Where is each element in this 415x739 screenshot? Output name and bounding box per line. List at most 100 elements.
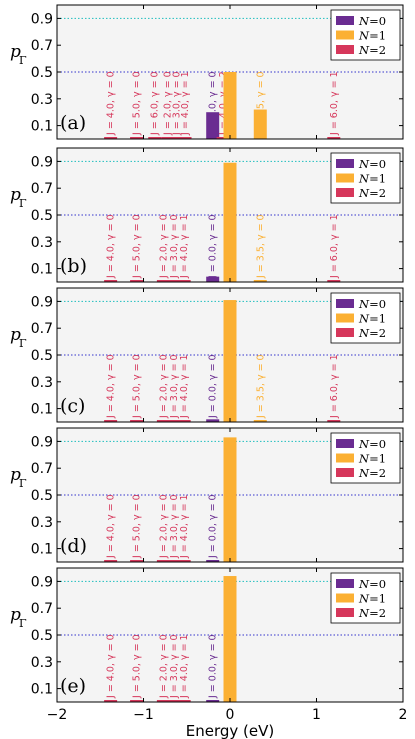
- y-tick-label: 0.7: [31, 38, 53, 54]
- y-tick-label: 0.9: [31, 574, 53, 590]
- bar: [206, 276, 220, 282]
- y-axis-label: p: [10, 185, 21, 205]
- bar: [177, 420, 191, 422]
- bar: [177, 560, 191, 562]
- bar: [130, 280, 144, 282]
- y-tick-label: 0.1: [31, 542, 53, 558]
- y-tick-label: 0.9: [31, 154, 53, 170]
- bar-label: J = 5.0, γ = 0: [132, 354, 143, 419]
- legend-entry: N=0: [358, 577, 386, 591]
- bar: [148, 137, 162, 139]
- bar: [104, 560, 118, 562]
- legend-swatch: [336, 16, 354, 25]
- bar-label: J = 6.0, γ = 1: [329, 354, 340, 419]
- y-tick-label: 0.3: [31, 375, 53, 391]
- bar: [167, 560, 181, 562]
- bar: [206, 419, 220, 422]
- bar: [253, 420, 267, 422]
- legend-swatch: [336, 30, 354, 40]
- y-tick-label: 0.9: [31, 434, 53, 450]
- y-axis-label-subscript: Γ: [19, 477, 27, 490]
- legend-swatch: [336, 453, 354, 463]
- panel-label: (a): [60, 112, 86, 134]
- bar: [156, 420, 170, 422]
- bar: [130, 137, 144, 139]
- bar-label: J = 3.0, γ = 0: [169, 214, 180, 279]
- bar-label: J = 4.0, γ = 0: [106, 71, 117, 136]
- bar-label: J = 2.5, γ = 0: [225, 494, 236, 559]
- bar-label: J = 0.0, γ = 0: [208, 71, 219, 136]
- y-tick-label: 0.5: [31, 208, 53, 224]
- legend-swatch: [336, 299, 354, 308]
- bar: [167, 700, 181, 702]
- bar: [169, 137, 183, 139]
- x-tick-label: −2: [47, 707, 68, 723]
- bar-label: J = 2.0, γ = 0: [163, 71, 174, 136]
- panel-label: (e): [60, 675, 86, 697]
- bar: [104, 420, 118, 422]
- bar-label: J = 3.5, γ = 0: [255, 71, 266, 136]
- bar-label: J = 5.0, γ = 0: [132, 634, 143, 699]
- x-axis-label: Energy (eV): [186, 722, 274, 739]
- y-axis-label: p: [10, 605, 21, 625]
- bar-label: J = 4.0, γ = 0: [106, 634, 117, 699]
- bar-label: J = 2.0, γ = 0: [158, 494, 169, 559]
- y-axis-label: p: [10, 325, 21, 345]
- y-axis-label-subscript: Γ: [19, 197, 27, 210]
- y-tick-label: 0.3: [31, 92, 53, 108]
- y-tick-label: 0.3: [31, 235, 53, 251]
- bar-label: J = 2.5, γ = 0: [225, 354, 236, 419]
- bar: [253, 280, 267, 282]
- bar: [253, 109, 267, 139]
- bar-label: J = 4.0, γ = 0: [106, 214, 117, 279]
- bar-label: J = 2.0, γ = 0: [158, 354, 169, 419]
- legend-swatch: [336, 579, 354, 588]
- bar: [223, 437, 237, 562]
- x-tick-label: −1: [133, 707, 154, 723]
- legend-entry: N=1: [358, 312, 386, 326]
- y-axis-label-subscript: Γ: [19, 54, 27, 67]
- panel-label: (b): [60, 255, 87, 277]
- x-tick-label: 0: [226, 707, 235, 723]
- bar: [177, 700, 191, 702]
- y-tick-label: 0.7: [31, 181, 53, 197]
- bar: [167, 280, 181, 282]
- bar-label: J = 0.0, γ = 0: [208, 354, 219, 419]
- bar-label: J = 4.0, γ = 1: [179, 634, 190, 699]
- y-tick-label: 0.5: [31, 488, 53, 504]
- y-tick-label: 0.3: [31, 655, 53, 671]
- y-tick-label: 0.9: [31, 294, 53, 310]
- bar: [161, 137, 175, 139]
- x-tick-label: 1: [312, 707, 321, 723]
- legend-entry: N=1: [358, 172, 386, 186]
- legend-swatch: [336, 313, 354, 323]
- bar-label: J = 4.0, γ = 1: [180, 71, 191, 136]
- bar-label: J = 0.0, γ = 0: [208, 214, 219, 279]
- bar: [223, 72, 237, 139]
- bar: [104, 137, 118, 139]
- y-tick-label: 0.7: [31, 321, 53, 337]
- bar-label: J = 6.0, γ = 0: [150, 71, 161, 136]
- legend-entry: N=2: [358, 186, 386, 200]
- legend-swatch: [336, 328, 354, 337]
- legend-entry: N=0: [358, 437, 386, 451]
- bar-label: J = 0.0, γ = 0: [208, 494, 219, 559]
- legend-entry: N=1: [358, 29, 386, 43]
- bar-label: J = 0.0, γ = 0: [208, 634, 219, 699]
- bar: [156, 560, 170, 562]
- bar-label: J = 3.0, γ = 0: [169, 634, 180, 699]
- bar-label: J = 2.5, γ = 0: [225, 634, 236, 699]
- y-tick-label: 0.7: [31, 461, 53, 477]
- legend-entry: N=2: [358, 606, 386, 620]
- bar-label: J = 3.5, γ = 0: [255, 214, 266, 279]
- legend-swatch: [336, 173, 354, 183]
- panel-label: (c): [60, 395, 85, 417]
- bar: [206, 112, 220, 139]
- bar: [130, 560, 144, 562]
- y-axis-label-subscript: Γ: [19, 617, 27, 630]
- bar: [206, 560, 220, 562]
- bar-label: J = 4.0, γ = 1: [179, 494, 190, 559]
- bar-label: J = 5.0, γ = 0: [132, 494, 143, 559]
- bar-label: J = 4.0, γ = 1: [179, 214, 190, 279]
- legend-entry: N=2: [358, 326, 386, 340]
